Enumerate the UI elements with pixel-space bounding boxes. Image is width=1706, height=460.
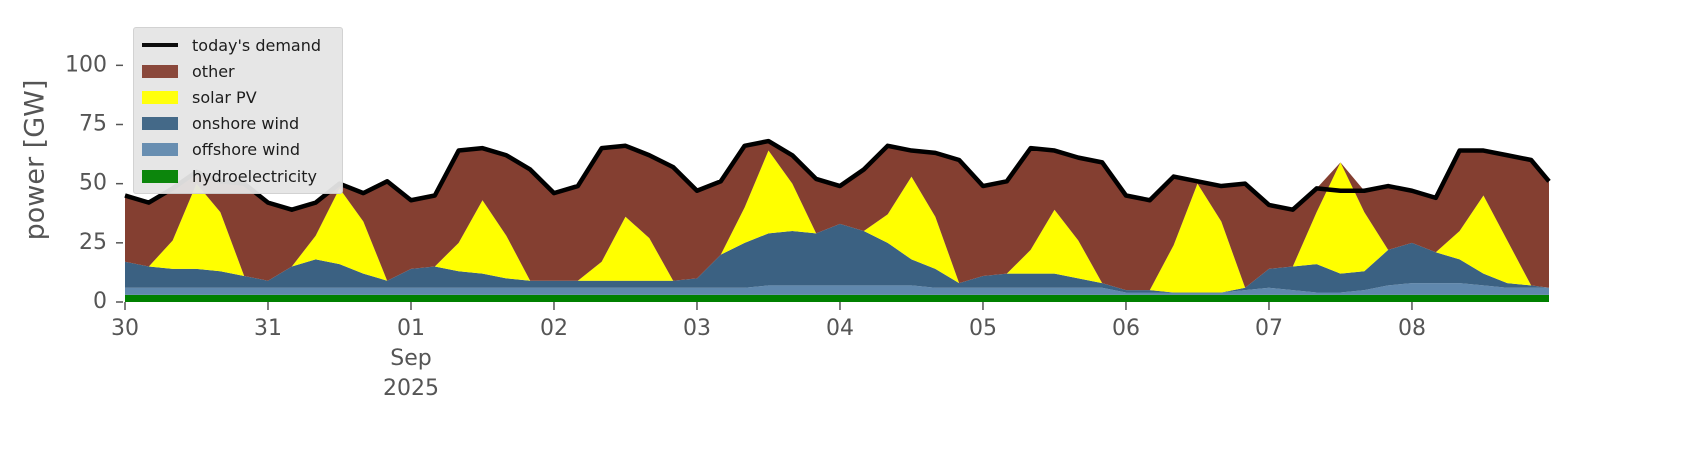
x-tick-label: 03	[682, 316, 711, 341]
legend-label: other	[192, 61, 235, 81]
legend-label: offshore wind	[192, 140, 301, 160]
legend-label: hydroelectricity	[192, 166, 317, 186]
area	[125, 294, 1549, 302]
x-tick-label: 07	[1254, 316, 1283, 341]
legend-item: hydroelectricity	[134, 163, 342, 189]
y-tick-label: 50	[79, 171, 107, 196]
x-tick-label: 05	[968, 316, 997, 341]
demand-line	[124, 138, 1551, 212]
legend-swatch	[142, 143, 178, 157]
y-tick-label: 100	[65, 52, 107, 77]
legend-label: solar PV	[192, 87, 257, 107]
y-axis-label: power [GW]	[20, 80, 51, 241]
x-tick-label: 30	[111, 316, 139, 341]
x-tick-label: 08	[1397, 316, 1426, 341]
x-tick-label: 31	[253, 316, 282, 341]
area	[125, 283, 1549, 295]
legend: today's demand other solar PV onshore wind o…	[133, 27, 343, 195]
legend-swatch	[142, 169, 178, 183]
x-tick-label: 02	[539, 316, 568, 341]
legend-label: onshore wind	[192, 114, 300, 134]
y-tick-label: 0	[93, 289, 107, 314]
area	[125, 223, 1549, 293]
legend-item: today's demand	[134, 32, 342, 58]
x-tick-label: 04	[825, 316, 854, 341]
x-tick-label: 01 Sep 2025	[382, 316, 439, 401]
area	[125, 150, 1549, 293]
y-tick-label: 25	[79, 230, 107, 255]
y-tick-label: 75	[79, 112, 107, 137]
legend-item: onshore wind	[134, 111, 342, 137]
legend-swatch	[142, 64, 178, 78]
legend-swatch	[142, 90, 178, 104]
legend-item: other	[134, 58, 342, 84]
legend-item: offshore wind	[134, 137, 342, 163]
area	[125, 141, 1549, 291]
legend-line	[142, 43, 178, 48]
legend-swatch	[142, 117, 178, 131]
x-tick-label: 06	[1111, 316, 1140, 341]
legend-label: today's demand	[192, 35, 321, 55]
legend-item: solar PV	[134, 84, 342, 110]
